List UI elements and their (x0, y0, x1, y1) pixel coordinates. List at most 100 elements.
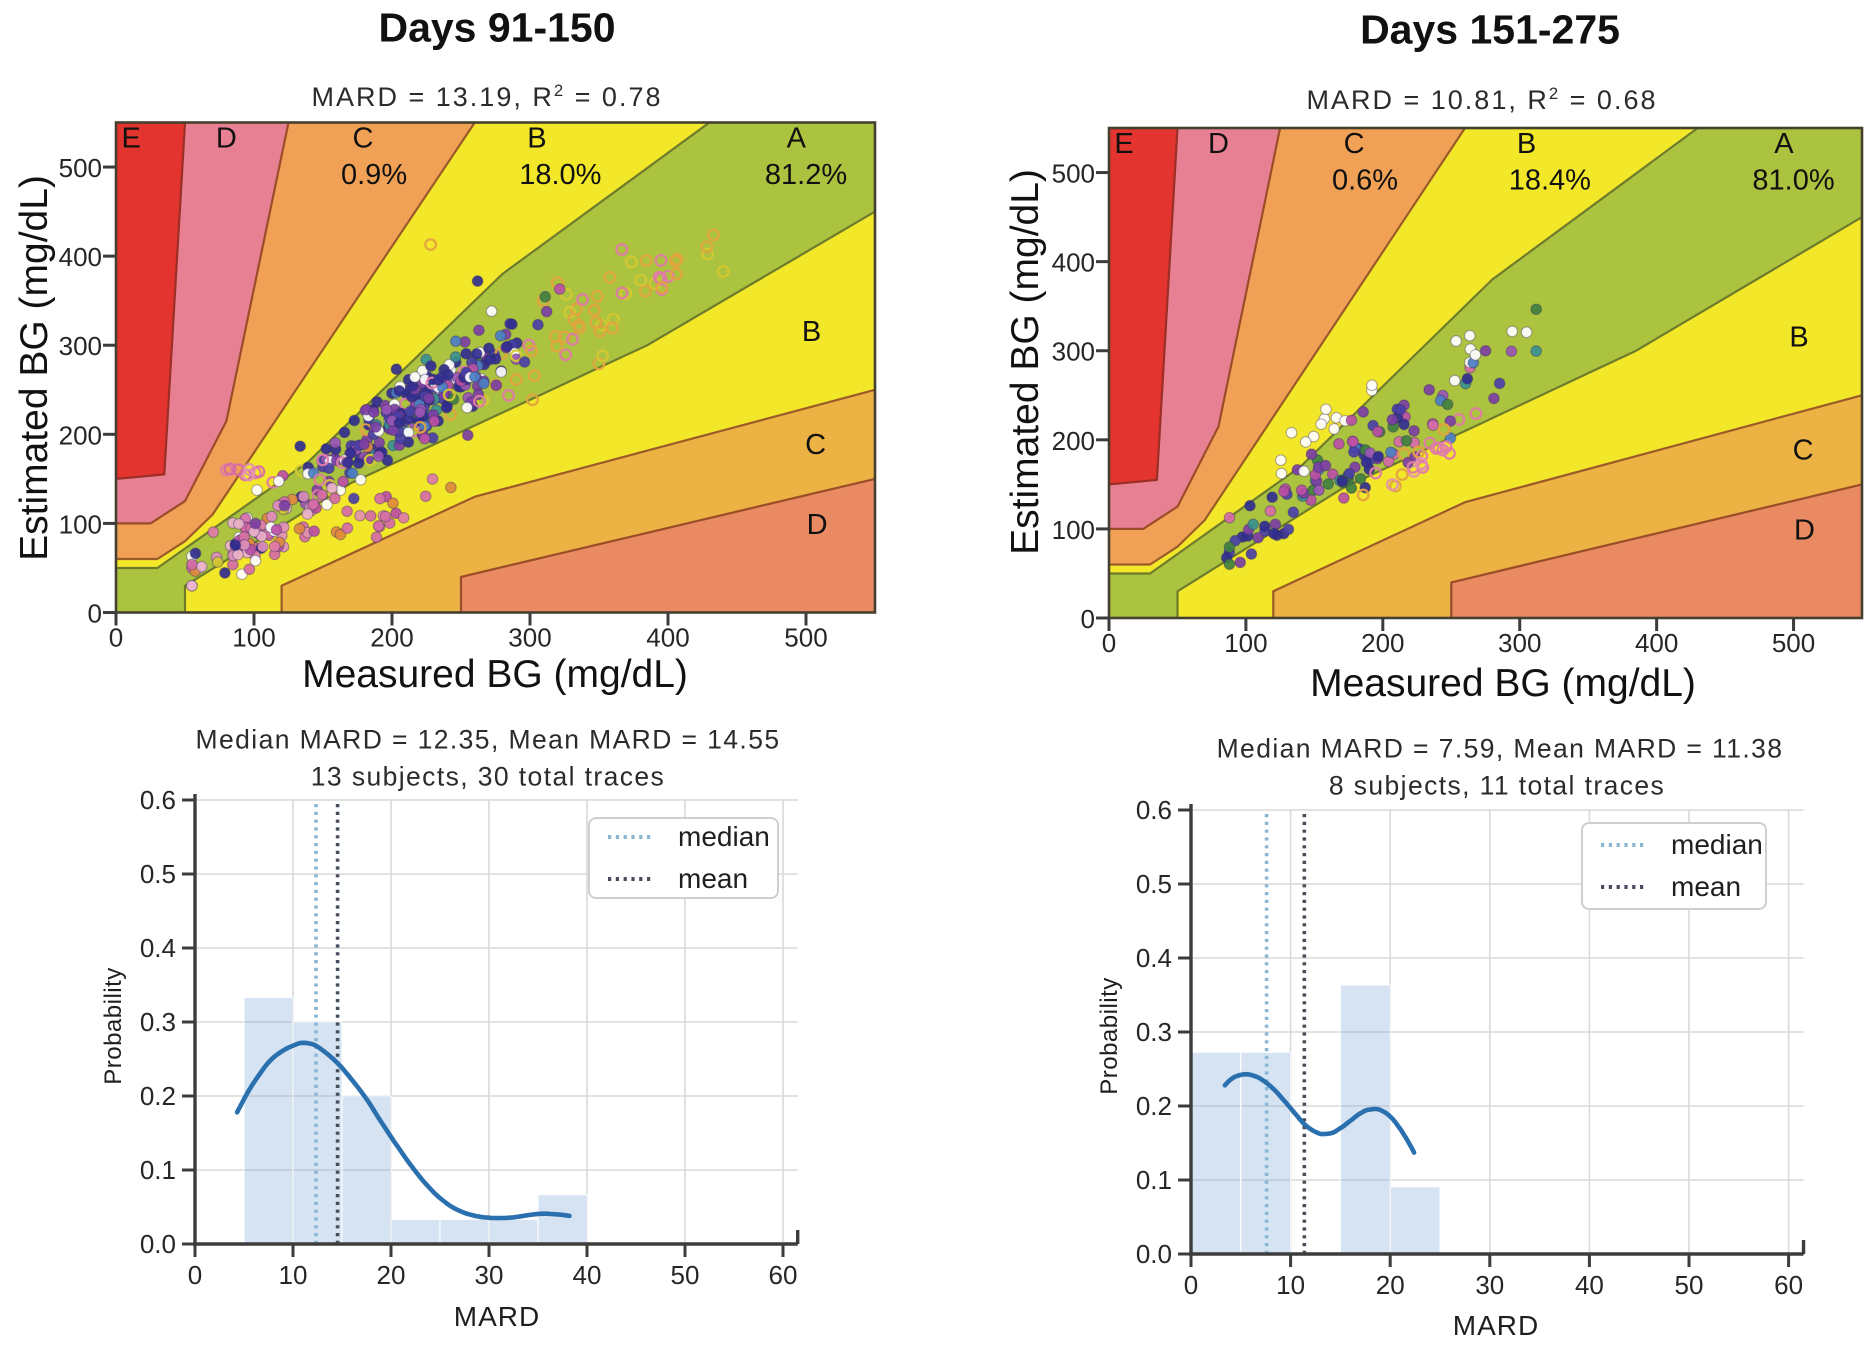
scatter-point (329, 436, 342, 449)
kde-curve (1222, 1071, 1417, 1155)
y-tick-label: 0.4 (1136, 943, 1172, 973)
scatter-point (1463, 329, 1476, 342)
scatter-point (1369, 466, 1383, 480)
scatter-point (548, 329, 562, 343)
scatter-point (186, 579, 198, 592)
scatter-point (1444, 415, 1457, 427)
scatter-point (338, 426, 351, 439)
scatter-point (490, 379, 503, 392)
y-tick-label: 0.3 (140, 1007, 176, 1037)
A-upper-line (116, 121, 711, 570)
scatter-point (1223, 541, 1236, 553)
scatter-point (1326, 468, 1339, 481)
E-line (115, 122, 187, 480)
scatter-point (1258, 520, 1271, 533)
scatter-point (1305, 448, 1318, 461)
scatter-point (1520, 326, 1533, 339)
zone-B-upper (116, 122, 710, 568)
scatter-point (1295, 484, 1308, 497)
scatter-point (461, 429, 474, 442)
legend-label-mean: mean (678, 863, 749, 894)
scatter-point (1450, 335, 1462, 347)
scatter-point (518, 356, 531, 368)
zone-label-A: A (1774, 128, 1794, 160)
scatter-point (323, 462, 335, 475)
scatter-point (654, 253, 668, 267)
scatter-point (1441, 398, 1454, 411)
scatter-point (307, 498, 320, 511)
scatter-point (442, 388, 456, 402)
xlabel-mard-right: MARD (1452, 1310, 1540, 1341)
scatter-point (272, 475, 285, 488)
E-line (1108, 127, 1179, 486)
scatter-point (1488, 392, 1500, 405)
scatter-point (1372, 450, 1385, 463)
D-upper-line (116, 122, 290, 525)
y-tick-label: 0.5 (140, 859, 176, 889)
scatter-point (1244, 499, 1256, 512)
y-tick-label: 0.2 (1136, 1091, 1172, 1121)
x-tick-label: 20 (377, 1260, 406, 1290)
legend-right: median mean (1581, 822, 1767, 910)
scatter-point (1264, 505, 1277, 517)
scatter-point (232, 518, 245, 530)
scatter-point (265, 510, 278, 523)
scatter-point (701, 247, 715, 261)
scatter-point (527, 369, 541, 383)
y-tick-label: 0 (88, 599, 102, 629)
scatter-point (347, 492, 360, 505)
y-tick-label: 0.6 (1136, 795, 1172, 825)
y-tick-label: 300 (1052, 337, 1095, 367)
hist-bar (1190, 1051, 1242, 1255)
scatter-point (654, 272, 668, 286)
scatter-point (1385, 478, 1399, 492)
x-tick-label: 50 (671, 1260, 700, 1290)
y-tick-label: 200 (1052, 426, 1095, 456)
zone-label-A: A (787, 122, 807, 154)
scatter-point (358, 438, 370, 451)
scatter-point (316, 453, 330, 467)
scatter-point (1299, 436, 1312, 448)
scatter-point (1245, 548, 1258, 560)
subtitle-suffix: = 0.68 (1560, 85, 1658, 115)
scatter-point (1443, 447, 1456, 460)
scatter-point (1412, 445, 1426, 459)
hist-subtitle-left: 13 subjects, 30 total traces (310, 761, 666, 792)
hist-bar (243, 996, 294, 1245)
zone-label-D: D (1208, 128, 1229, 160)
scatter-point (1348, 446, 1360, 458)
x-tick-label: 60 (1774, 1270, 1803, 1300)
scatter-point (413, 420, 427, 434)
scatter-point (707, 228, 720, 242)
scatter-point (397, 511, 410, 524)
scatter-point (1252, 531, 1264, 544)
scatter-point (1247, 518, 1260, 531)
ylabel-probability-right: Probability (1096, 977, 1123, 1095)
mean-line-swatch (608, 877, 654, 881)
scatter-point (559, 348, 573, 362)
scatter-point (1414, 456, 1428, 470)
scatter-point (236, 568, 248, 581)
scatter-point (346, 467, 359, 480)
scatter-point (615, 243, 629, 257)
error-grid-top_left: 0 100 200 300 400 500 0 100 200 300 400 500 E D C B A B C D… (59, 121, 877, 653)
legend-row-mean: mean (1599, 871, 1749, 903)
scatter-point (268, 540, 281, 553)
zone-D-upper (1109, 128, 1281, 529)
scatter-point (472, 394, 486, 408)
zone-percentage-label: 0.6% (1332, 164, 1398, 196)
zone-label-B: B (527, 122, 546, 154)
scatter-point (501, 340, 513, 353)
y-tick-label: 0.0 (1136, 1239, 1172, 1269)
zone-E (1109, 128, 1178, 485)
scatter-point (243, 563, 256, 576)
scatter-point (596, 349, 610, 363)
scatter-point (301, 508, 314, 520)
scatter-point (379, 510, 392, 523)
legend-label-median: median (1671, 829, 1763, 860)
scatter-point (1479, 344, 1492, 357)
scatter-point (352, 457, 365, 470)
legend-row-mean: mean (606, 863, 761, 895)
ylabel-estimated-bg-right: Estimated BG (mg/dL) (1004, 169, 1047, 555)
zone-label-D: D (1794, 515, 1815, 547)
